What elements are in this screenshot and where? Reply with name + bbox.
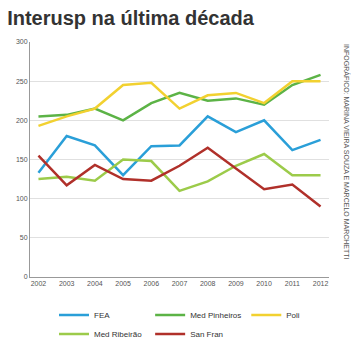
svg-text:100: 100 (16, 195, 28, 202)
svg-text:0: 0 (24, 273, 28, 280)
svg-text:50: 50 (20, 234, 28, 241)
svg-text:2003: 2003 (59, 280, 75, 287)
svg-text:300: 300 (16, 38, 28, 45)
svg-text:2005: 2005 (115, 280, 131, 287)
svg-text:Poli: Poli (286, 311, 300, 320)
svg-text:2007: 2007 (172, 280, 188, 287)
svg-text:2008: 2008 (200, 280, 216, 287)
svg-text:250: 250 (16, 78, 28, 85)
svg-text:200: 200 (16, 117, 28, 124)
svg-text:2010: 2010 (256, 280, 272, 287)
svg-text:2009: 2009 (228, 280, 244, 287)
svg-text:150: 150 (16, 156, 28, 163)
svg-text:FEA: FEA (94, 311, 110, 320)
svg-text:2011: 2011 (285, 280, 300, 287)
svg-text:2004: 2004 (87, 280, 103, 287)
svg-text:San Fran: San Fran (190, 330, 223, 339)
svg-text:Med Ribeirão: Med Ribeirão (94, 330, 142, 339)
svg-text:Med Pinheiros: Med Pinheiros (190, 311, 241, 320)
svg-text:2002: 2002 (31, 280, 47, 287)
svg-text:Interusp na última década: Interusp na última década (7, 7, 255, 29)
svg-text:2012: 2012 (313, 280, 329, 287)
svg-text:INFOGRÁFICO: MARINA VIEIRA SOU: INFOGRÁFICO: MARINA VIEIRA SOUZA E MARCE… (343, 44, 351, 260)
svg-text:2006: 2006 (144, 280, 160, 287)
